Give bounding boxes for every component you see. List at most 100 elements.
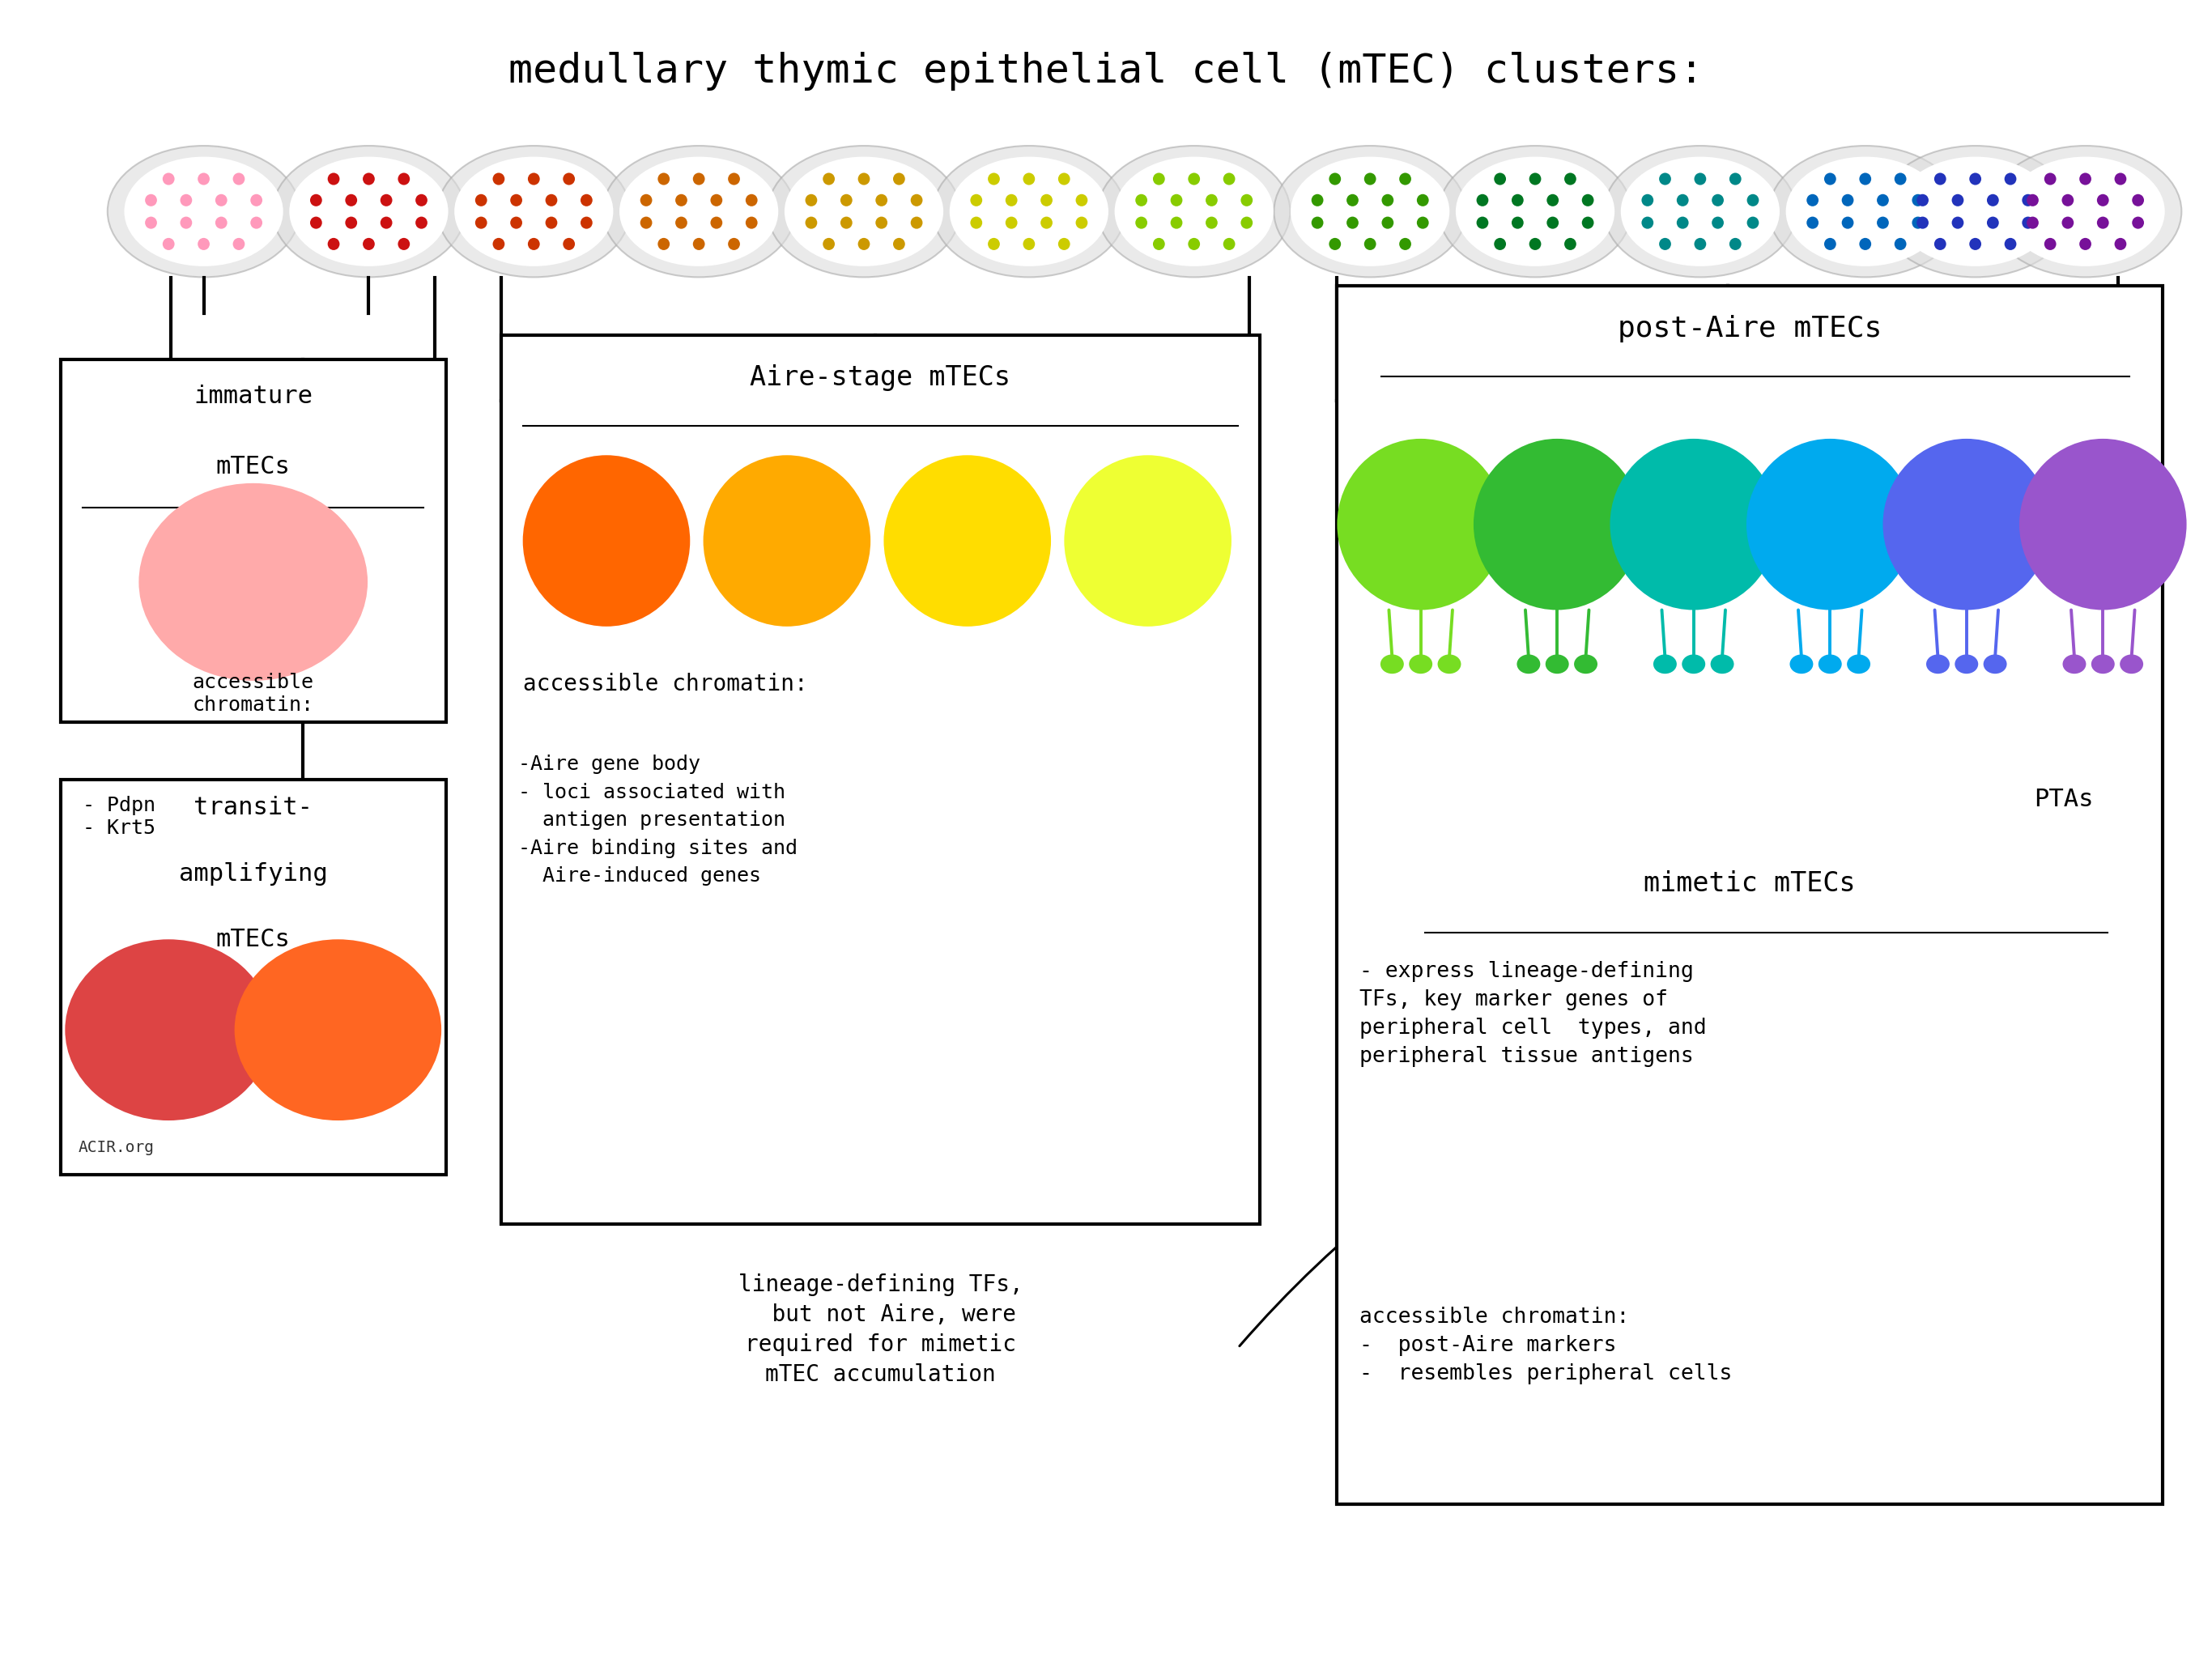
- Ellipse shape: [345, 194, 356, 206]
- Ellipse shape: [1860, 172, 1871, 186]
- Ellipse shape: [2022, 217, 2035, 229]
- Ellipse shape: [1040, 217, 1053, 229]
- Ellipse shape: [562, 172, 575, 186]
- Text: ACIR.org: ACIR.org: [77, 1139, 155, 1156]
- Ellipse shape: [476, 194, 487, 206]
- Text: Aire-stage mTECs: Aire-stage mTECs: [750, 365, 1011, 391]
- Ellipse shape: [703, 456, 872, 627]
- Text: amplifying: amplifying: [179, 862, 327, 885]
- Ellipse shape: [1677, 194, 1688, 206]
- Ellipse shape: [1969, 237, 1982, 250]
- Ellipse shape: [1641, 194, 1655, 206]
- FancyBboxPatch shape: [500, 335, 1261, 1224]
- Ellipse shape: [1546, 655, 1568, 673]
- Ellipse shape: [858, 237, 869, 250]
- Ellipse shape: [1843, 194, 1854, 206]
- Ellipse shape: [1493, 237, 1506, 250]
- Ellipse shape: [1984, 655, 2006, 673]
- Ellipse shape: [1170, 217, 1183, 229]
- Ellipse shape: [124, 158, 283, 267]
- Text: mTECs: mTECs: [217, 928, 290, 952]
- Ellipse shape: [2115, 172, 2126, 186]
- Ellipse shape: [380, 217, 392, 229]
- Text: lineage-defining TFs,
  but not Aire, were
required for mimetic
mTEC accumulatio: lineage-defining TFs, but not Aire, were…: [739, 1273, 1022, 1386]
- Ellipse shape: [949, 158, 1108, 267]
- Ellipse shape: [989, 172, 1000, 186]
- Ellipse shape: [1075, 217, 1088, 229]
- Ellipse shape: [1528, 172, 1542, 186]
- Ellipse shape: [1546, 217, 1559, 229]
- Ellipse shape: [1511, 194, 1524, 206]
- Ellipse shape: [971, 194, 982, 206]
- Ellipse shape: [2097, 217, 2108, 229]
- Ellipse shape: [1916, 194, 1929, 206]
- Ellipse shape: [1659, 237, 1670, 250]
- Ellipse shape: [1730, 172, 1741, 186]
- Ellipse shape: [1022, 172, 1035, 186]
- Ellipse shape: [1473, 439, 1641, 610]
- Ellipse shape: [345, 217, 356, 229]
- Ellipse shape: [1659, 172, 1670, 186]
- Ellipse shape: [2004, 237, 2017, 250]
- Ellipse shape: [1911, 194, 1924, 206]
- Ellipse shape: [1382, 217, 1394, 229]
- Ellipse shape: [1564, 172, 1577, 186]
- Ellipse shape: [493, 172, 504, 186]
- Text: - express lineage-defining
TFs, key marker genes of
peripheral cell  types, and
: - express lineage-defining TFs, key mark…: [1358, 960, 1705, 1066]
- Ellipse shape: [823, 237, 834, 250]
- Ellipse shape: [1329, 172, 1340, 186]
- Ellipse shape: [511, 194, 522, 206]
- FancyBboxPatch shape: [1336, 285, 2163, 1504]
- Ellipse shape: [1418, 194, 1429, 206]
- Ellipse shape: [234, 940, 442, 1121]
- Ellipse shape: [1896, 158, 2055, 267]
- Ellipse shape: [1188, 237, 1199, 250]
- Ellipse shape: [108, 146, 301, 277]
- Ellipse shape: [1409, 655, 1433, 673]
- Ellipse shape: [1170, 194, 1183, 206]
- Ellipse shape: [1747, 194, 1759, 206]
- Ellipse shape: [215, 194, 228, 206]
- Ellipse shape: [562, 237, 575, 250]
- Ellipse shape: [911, 194, 922, 206]
- Ellipse shape: [675, 217, 688, 229]
- Ellipse shape: [1677, 217, 1688, 229]
- Text: mTECs: mTECs: [217, 456, 290, 479]
- Ellipse shape: [1582, 217, 1595, 229]
- Ellipse shape: [1206, 194, 1217, 206]
- Ellipse shape: [841, 217, 852, 229]
- Ellipse shape: [971, 217, 982, 229]
- Ellipse shape: [1604, 146, 1796, 277]
- Ellipse shape: [911, 217, 922, 229]
- Ellipse shape: [493, 237, 504, 250]
- Ellipse shape: [841, 194, 852, 206]
- Ellipse shape: [1747, 439, 1913, 610]
- Ellipse shape: [2006, 158, 2166, 267]
- Ellipse shape: [197, 172, 210, 186]
- Text: accessible
chromatin:: accessible chromatin:: [192, 673, 314, 715]
- Ellipse shape: [619, 158, 779, 267]
- Ellipse shape: [785, 158, 942, 267]
- Ellipse shape: [1329, 237, 1340, 250]
- Ellipse shape: [1880, 146, 2070, 277]
- Ellipse shape: [1040, 194, 1053, 206]
- Ellipse shape: [2119, 655, 2143, 673]
- Ellipse shape: [639, 194, 653, 206]
- Ellipse shape: [1951, 217, 1964, 229]
- Ellipse shape: [1694, 237, 1705, 250]
- Ellipse shape: [1188, 172, 1199, 186]
- Ellipse shape: [1528, 237, 1542, 250]
- Text: -Aire gene body
- loci associated with
  antigen presentation
-Aire binding site: -Aire gene body - loci associated with a…: [518, 754, 799, 885]
- Ellipse shape: [1712, 217, 1723, 229]
- Ellipse shape: [310, 194, 323, 206]
- Ellipse shape: [1347, 217, 1358, 229]
- Ellipse shape: [1825, 172, 1836, 186]
- Ellipse shape: [1475, 194, 1489, 206]
- Ellipse shape: [1911, 217, 1924, 229]
- Ellipse shape: [580, 217, 593, 229]
- Ellipse shape: [602, 146, 794, 277]
- Ellipse shape: [1152, 172, 1166, 186]
- Ellipse shape: [1455, 158, 1615, 267]
- Ellipse shape: [1712, 194, 1723, 206]
- FancyBboxPatch shape: [60, 779, 447, 1176]
